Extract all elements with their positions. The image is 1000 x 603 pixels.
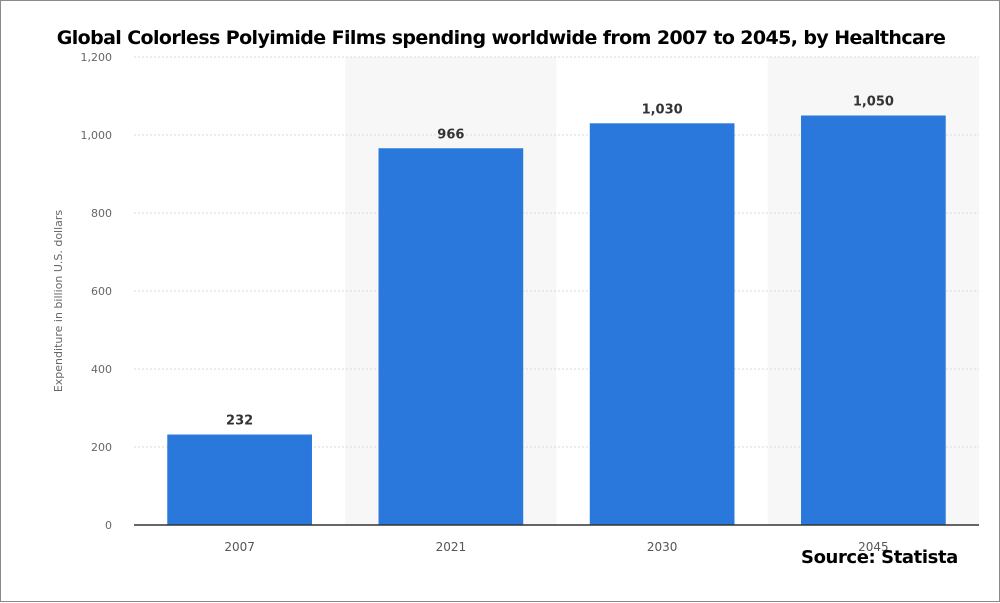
bar-2030 <box>589 123 735 526</box>
y-tick-label: 600 <box>91 285 112 298</box>
x-tick-label: 2021 <box>436 540 467 554</box>
y-axis-title: Expenditure in billion U.S. dollars <box>52 210 65 393</box>
bar-2045 <box>801 115 946 525</box>
y-tick-label: 1,200 <box>81 51 113 64</box>
x-tick-label: 2007 <box>224 540 255 554</box>
chart-title: Global Colorless Polyimide Films spendin… <box>56 27 946 49</box>
data-label: 1,030 <box>642 102 683 117</box>
x-tick-label: 2045 <box>858 540 889 554</box>
source-label: Source: Statista <box>801 547 958 568</box>
y-tick-label: 800 <box>91 207 112 220</box>
y-tick-label: 0 <box>105 519 112 532</box>
bar-2007 <box>167 434 312 525</box>
data-label: 966 <box>437 127 464 142</box>
y-tick-label: 1,000 <box>81 129 113 142</box>
bar-2021 <box>378 148 524 525</box>
data-label: 232 <box>226 414 253 429</box>
data-label: 1,050 <box>853 95 894 110</box>
x-tick-label: 2030 <box>647 540 678 554</box>
y-tick-label: 200 <box>91 441 112 454</box>
y-tick-label: 400 <box>91 363 112 376</box>
